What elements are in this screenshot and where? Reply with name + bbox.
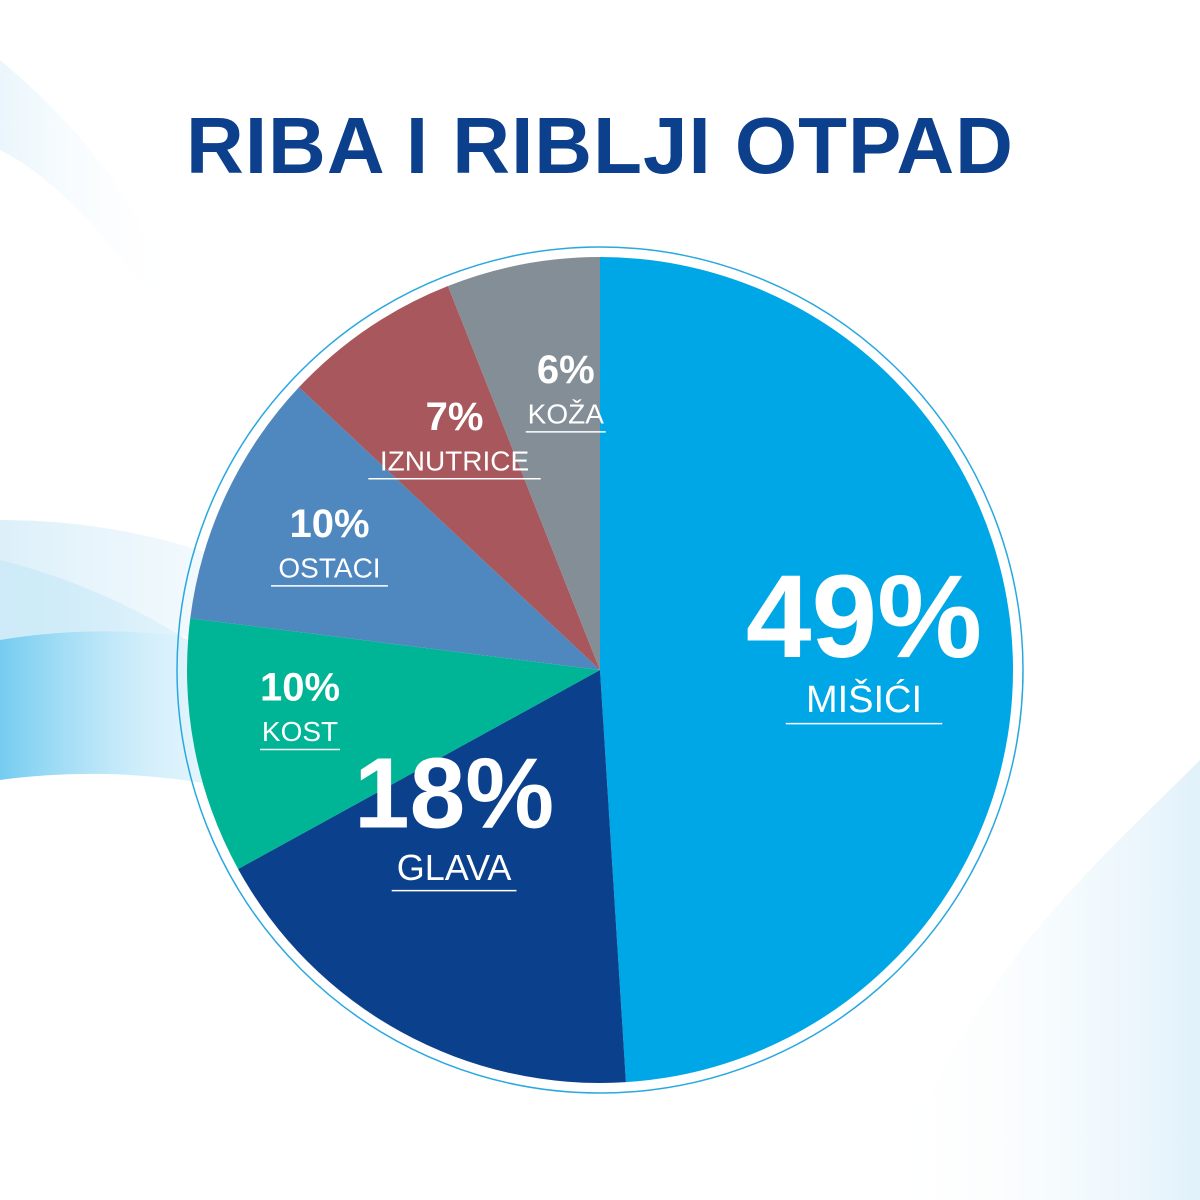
pie-slice <box>190 387 600 670</box>
pie-slice <box>600 257 1014 1083</box>
pie-slice <box>298 286 600 670</box>
slice-category-label: KOŽA <box>528 399 605 430</box>
slice-percent-label: 7% <box>426 395 484 439</box>
slice-percent-label: 49% <box>746 551 982 683</box>
slice-category-label: KOST <box>262 716 338 747</box>
slice-category-label: IZNUTRICE <box>380 445 529 476</box>
pie-slice <box>447 257 600 670</box>
slice-percent-label: 6% <box>537 348 595 392</box>
slice-category-label: OSTACI <box>278 552 380 583</box>
slice-category-label: GLAVA <box>397 847 512 888</box>
slice-labels: 49%MIŠIĆI 18%GLAVA 10% KOST 10% OSTACI 7% IZNUT… <box>260 348 982 892</box>
pie-slice <box>187 618 601 869</box>
slice-percent-label: 18% <box>354 738 554 850</box>
slice-category-label: MIŠIĆI <box>806 677 922 721</box>
pie-slice <box>238 670 626 1084</box>
slice-percent-label: 10% <box>260 665 340 709</box>
page-title: RIBA I RIBLJI OTPAD <box>186 101 1014 190</box>
slice-percent-label: 10% <box>289 502 369 546</box>
pie-outer-ring <box>176 246 1024 1094</box>
